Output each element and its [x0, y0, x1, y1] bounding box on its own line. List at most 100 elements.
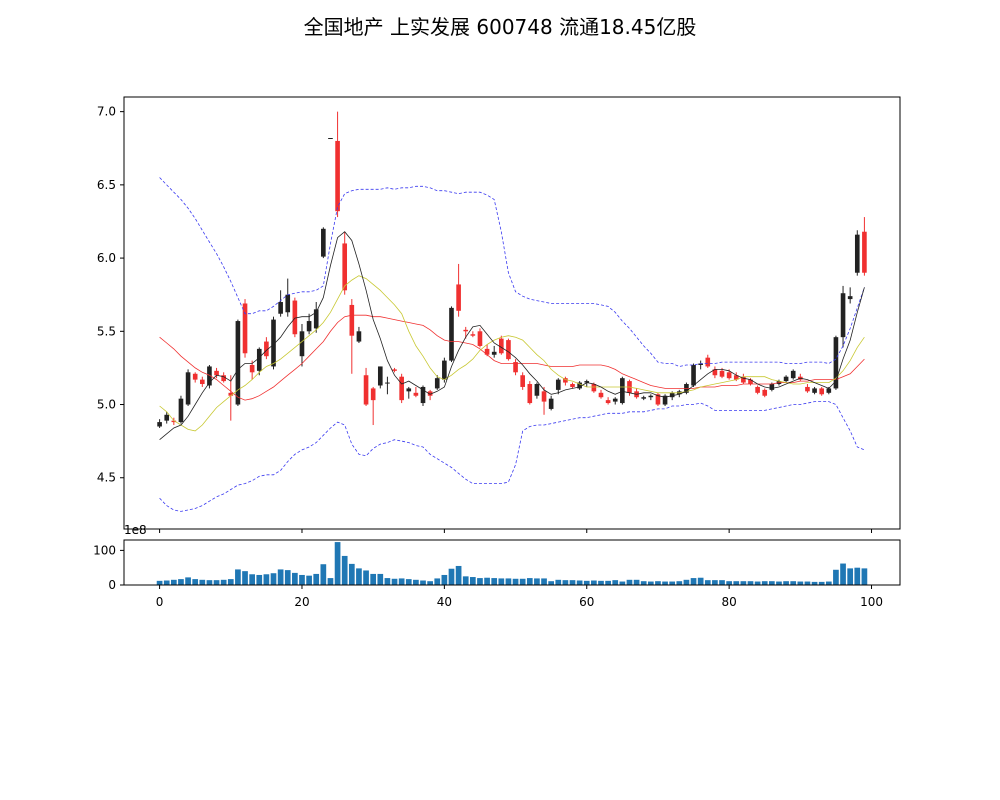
- volume-bar: [811, 581, 818, 585]
- candle-body: [854, 234, 860, 273]
- volume-bar: [263, 574, 270, 585]
- volume-bar: [690, 578, 697, 585]
- candle-body: [427, 391, 433, 396]
- volume-bar: [277, 569, 284, 585]
- volume-bar: [612, 580, 619, 585]
- candle-body: [691, 364, 696, 386]
- candle-body: [805, 386, 810, 392]
- price-ytick-label: 5.0: [97, 398, 116, 412]
- volume-bar: [206, 580, 213, 585]
- volume-bar: [861, 568, 868, 585]
- candle-body: [812, 388, 817, 393]
- price-ytick-label: 6.5: [97, 178, 116, 192]
- candle-body: [413, 392, 419, 396]
- candle-body: [819, 388, 825, 395]
- volume-bar: [270, 573, 277, 585]
- candle-body: [477, 331, 483, 346]
- candle-body: [385, 382, 390, 384]
- volume-bar: [548, 581, 555, 585]
- candle-body: [741, 376, 746, 383]
- volume-bar: [213, 580, 220, 585]
- candle-body: [356, 331, 362, 342]
- volume-bar: [676, 581, 683, 585]
- volume-bar: [185, 577, 191, 585]
- volume-bar: [398, 578, 405, 585]
- candle-body: [527, 384, 533, 404]
- volume-bar: [420, 580, 426, 585]
- candle-body: [463, 329, 469, 332]
- volume-bar: [156, 580, 163, 585]
- candle-body: [420, 386, 426, 404]
- candle-body: [783, 376, 789, 382]
- volume-bar: [320, 564, 327, 585]
- volume-bar: [569, 580, 576, 585]
- volume-bar: [733, 581, 740, 585]
- volume-bar: [769, 581, 775, 585]
- candle-body: [548, 398, 554, 409]
- candle-body: [826, 388, 832, 393]
- candle-body: [178, 398, 184, 423]
- candle-body: [726, 372, 732, 379]
- candle-body: [620, 378, 625, 404]
- candle-body: [662, 395, 668, 405]
- volume-bar: [576, 580, 583, 585]
- volume-bar: [526, 578, 533, 585]
- volume-bar: [726, 581, 732, 585]
- volume-bar: [761, 581, 768, 585]
- candle-body: [328, 138, 333, 140]
- volume-bar: [484, 577, 490, 585]
- candle-body: [833, 337, 839, 389]
- ma-fast-line: [159, 231, 865, 441]
- candle-body: [733, 375, 739, 380]
- volume-bar: [341, 555, 348, 585]
- volume-bar: [313, 573, 320, 585]
- volume-bar: [434, 578, 441, 585]
- candle-body: [249, 364, 255, 373]
- candle-body: [712, 369, 718, 376]
- volume-bar: [477, 578, 483, 585]
- candle-body: [449, 307, 454, 361]
- volume-bar: [683, 579, 690, 585]
- volume-bar: [242, 571, 248, 585]
- volume-bar: [626, 579, 633, 585]
- volume-bar: [790, 581, 797, 585]
- volume-xtick-label: 100: [860, 595, 883, 609]
- volume-bar: [327, 578, 334, 585]
- candle-body: [285, 294, 291, 313]
- volume-xtick-label: 40: [437, 595, 452, 609]
- volume-bar: [697, 577, 704, 585]
- volume-bar: [804, 581, 811, 585]
- volume-bar: [605, 580, 611, 585]
- volume-bar: [719, 580, 725, 585]
- volume-bar: [776, 581, 782, 585]
- volume-axes-frame: [123, 539, 901, 586]
- volume-bar: [178, 579, 184, 585]
- volume-bar: [541, 578, 547, 585]
- candle-body: [641, 397, 647, 399]
- candle-body: [520, 375, 525, 387]
- volume-xtick-label: 0: [156, 595, 164, 609]
- candle-body: [442, 360, 447, 380]
- price-ytick-label: 4.5: [97, 471, 116, 485]
- volume-panel: 0 100 0 20 40 60 80 100: [93, 542, 883, 609]
- volume-bar: [363, 570, 369, 585]
- volume-bar: [235, 569, 241, 585]
- volume-bar: [299, 574, 305, 585]
- candle-body: [199, 379, 205, 385]
- candle-body: [399, 376, 404, 401]
- candle-body: [292, 300, 298, 335]
- volume-exponent-label: 1e8: [124, 523, 147, 537]
- volume-bar: [818, 581, 825, 585]
- volume-bar: [534, 578, 540, 585]
- volume-bar: [469, 577, 476, 585]
- candle-body: [392, 369, 397, 371]
- volume-bar: [256, 574, 263, 585]
- volume-xtick-label: 80: [721, 595, 736, 609]
- price-ytick-label: 7.0: [97, 105, 116, 119]
- volume-bar: [712, 580, 718, 585]
- volume-bar: [783, 581, 789, 585]
- volume-bar: [370, 573, 377, 585]
- candle-body: [847, 296, 853, 300]
- candle-body: [484, 348, 490, 355]
- volume-bar: [754, 581, 761, 585]
